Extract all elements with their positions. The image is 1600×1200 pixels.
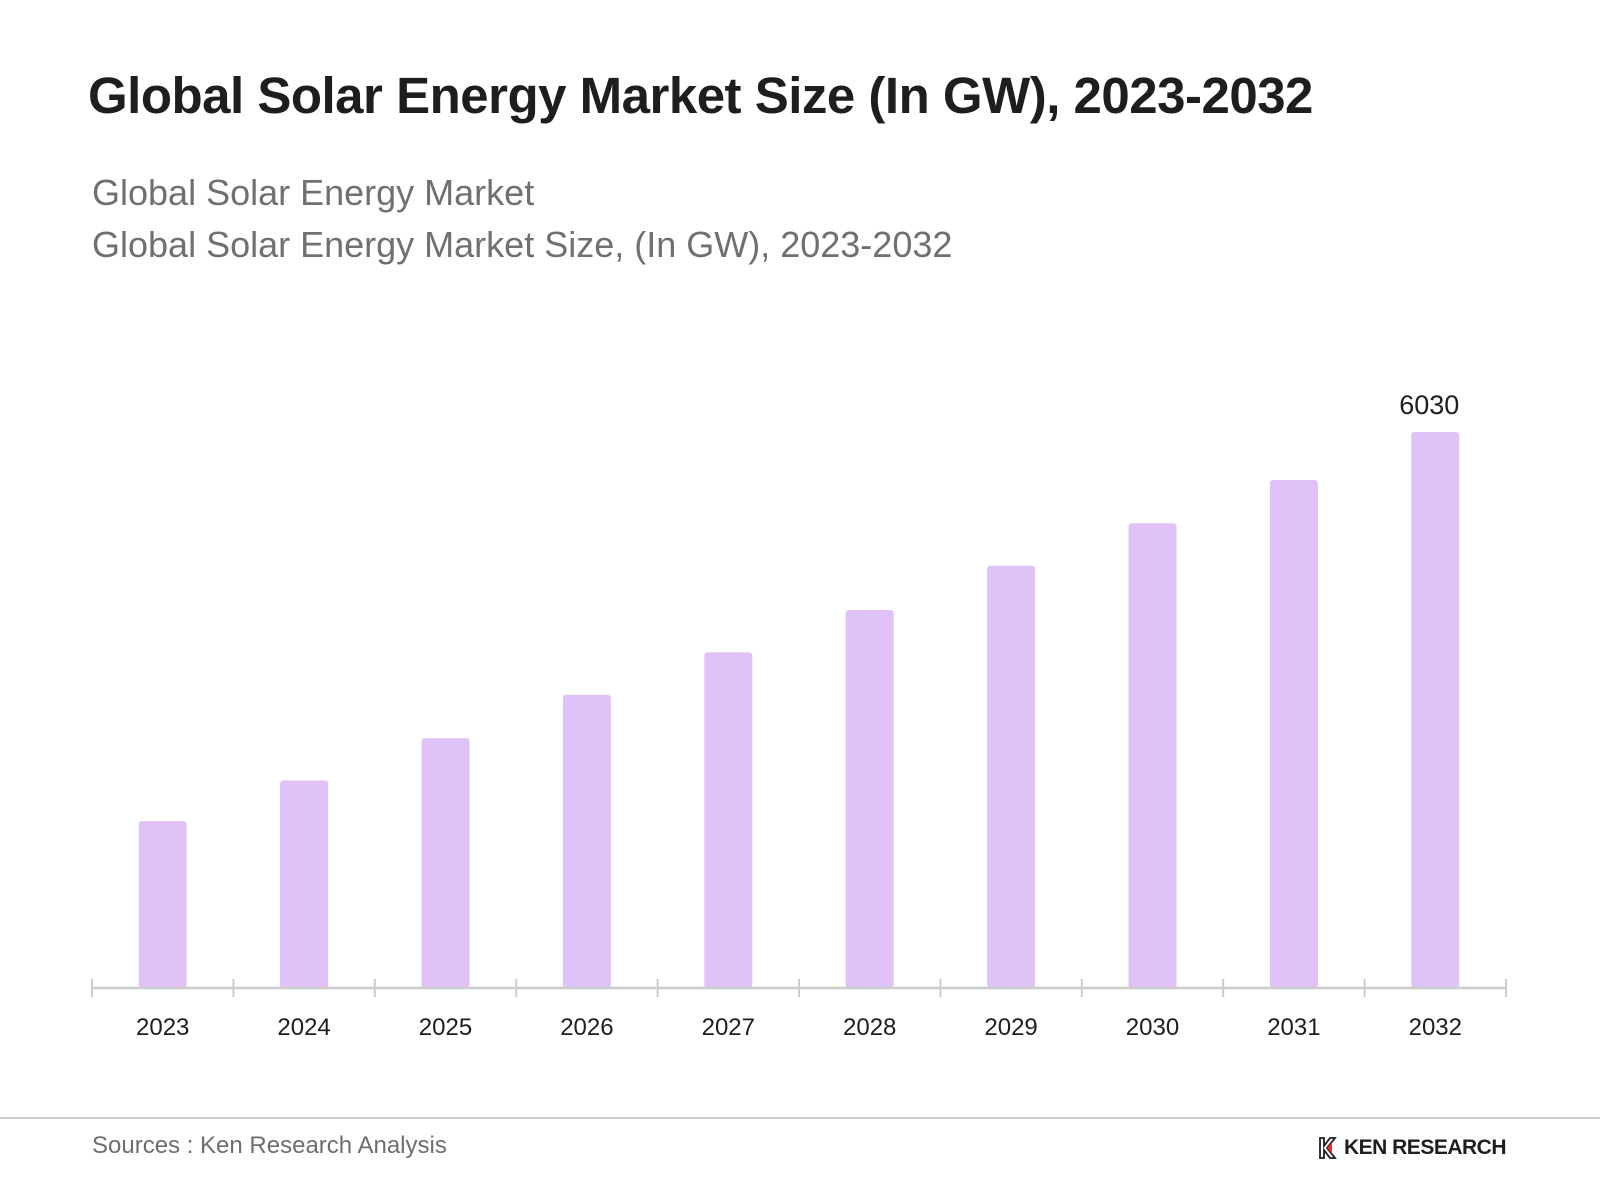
bar-2026	[562, 694, 611, 988]
bar-2031	[1269, 479, 1318, 988]
chart-title: Global Solar Energy Market Size (In GW),…	[88, 67, 1313, 124]
x-tick-label-2025: 2025	[419, 1014, 472, 1041]
x-tick-label-2024: 2024	[277, 1014, 330, 1041]
x-tick-label-2032: 2032	[1409, 1014, 1462, 1041]
source-note: Sources : Ken Research Analysis	[92, 1132, 447, 1159]
brand-name: KEN RESEARCH	[1343, 1136, 1507, 1159]
bar-2027	[704, 652, 753, 988]
bar-2030	[1128, 523, 1177, 988]
bar-2029	[987, 565, 1036, 988]
bar-2025	[421, 738, 470, 988]
bar-2024	[280, 780, 329, 988]
x-tick-label-2028: 2028	[843, 1014, 896, 1041]
bar-2023	[138, 821, 187, 988]
x-tick-label-2031: 2031	[1267, 1014, 1320, 1041]
chart-subtitle-market: Global Solar Energy Market	[92, 172, 535, 213]
footer-divider	[0, 1117, 1600, 1119]
ken-research-logo-icon	[1319, 1137, 1337, 1159]
brand-logo: KEN RESEARCH	[1318, 1136, 1507, 1160]
x-tick-label-2027: 2027	[702, 1014, 755, 1041]
x-tick-label-2029: 2029	[984, 1014, 1037, 1041]
bar-chart: 2023 2024 2025 2026 2027 2028 2029 2030 2031 2032…	[91, 390, 1507, 1041]
x-tick-label-2030: 2030	[1126, 1014, 1179, 1041]
x-tick-label-2026: 2026	[560, 1014, 613, 1041]
bar-2032	[1411, 432, 1460, 988]
data-label-2032: 6030	[1399, 390, 1459, 420]
chart-subtitle-description: Global Solar Energy Market Size, (In GW)…	[92, 224, 953, 265]
x-tick-label-2023: 2023	[136, 1014, 189, 1041]
bar-2028	[845, 609, 894, 988]
